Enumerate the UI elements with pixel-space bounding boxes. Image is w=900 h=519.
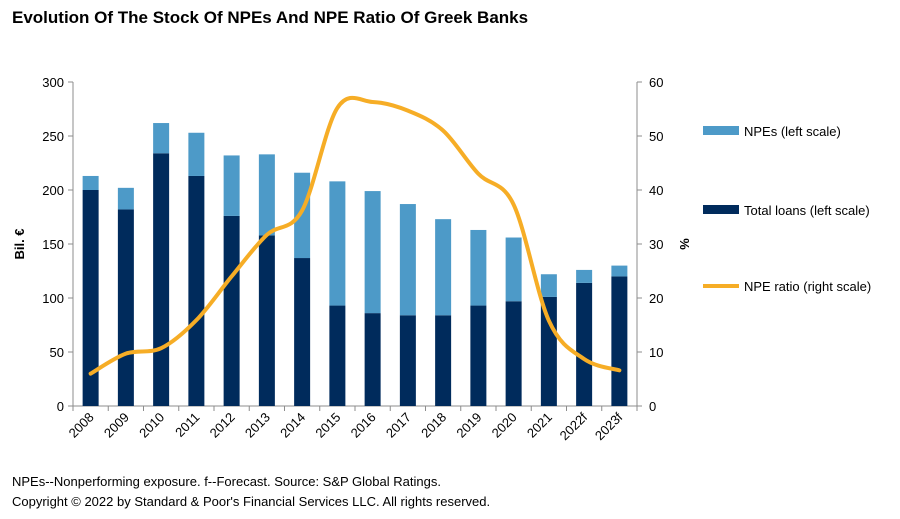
total-loans-bar	[117, 209, 134, 406]
right-tick-label: 10	[649, 345, 663, 360]
x-tick-label: 2023f	[592, 409, 626, 443]
npes-bar	[82, 175, 99, 190]
npes-bar	[576, 269, 593, 283]
x-tick-label: 2008	[66, 410, 97, 441]
right-tick-label: 50	[649, 129, 663, 144]
x-tick-label: 2019	[453, 410, 484, 441]
footnote: NPEs--Nonperforming exposure. f--Forecas…	[12, 474, 441, 489]
total-loans-bar	[188, 175, 205, 406]
npes-bar	[294, 172, 311, 259]
x-tick-label: 2016	[348, 410, 379, 441]
right-tick-label: 40	[649, 183, 663, 198]
x-tick-label: 2021	[524, 410, 555, 441]
npes-bar	[153, 123, 170, 154]
left-tick-label: 300	[42, 75, 64, 90]
legend-label: Total loans (left scale)	[744, 203, 870, 218]
total-loans-bar	[223, 215, 240, 406]
legend-label: NPE ratio (right scale)	[744, 279, 871, 294]
left-tick-label: 100	[42, 291, 64, 306]
legend-npes-swatch	[703, 126, 739, 135]
left-tick-label: 150	[42, 237, 64, 252]
total-loans-bar	[435, 315, 452, 406]
npes-bar	[329, 181, 346, 306]
left-tick-label: 50	[50, 345, 64, 360]
npes-bar	[399, 204, 416, 316]
copyright-note: Copyright © 2022 by Standard & Poor's Fi…	[12, 494, 491, 509]
x-tick-label: 2010	[136, 410, 167, 441]
total-loans-bar	[294, 258, 311, 406]
right-axis-title: %	[677, 238, 692, 250]
left-axis-title: Bil. €	[12, 228, 27, 259]
x-tick-label: 2018	[418, 410, 449, 441]
total-loans-bar	[540, 296, 557, 406]
npes-bar	[258, 154, 275, 236]
npes-bar	[435, 219, 452, 316]
total-loans-bar	[399, 315, 416, 406]
npe-ratio-line	[88, 95, 622, 376]
x-tick-label: 2009	[101, 410, 132, 441]
left-tick-label: 250	[42, 129, 64, 144]
total-loans-bar	[611, 276, 628, 406]
total-loans-bar	[258, 235, 275, 406]
npes-bar	[505, 237, 522, 302]
legend-loans-swatch	[703, 205, 739, 214]
npes-bar	[188, 132, 205, 176]
chart-title: Evolution Of The Stock Of NPEs And NPE R…	[12, 8, 529, 27]
right-tick-label: 20	[649, 291, 663, 306]
total-loans-bar	[329, 305, 346, 406]
total-loans-bar	[576, 282, 593, 406]
npes-bar	[223, 155, 240, 216]
x-tick-label: 2017	[383, 410, 414, 441]
npes-bar	[540, 274, 557, 297]
x-tick-label: 2014	[277, 410, 308, 441]
total-loans-bar	[153, 153, 170, 406]
right-tick-label: 60	[649, 75, 663, 90]
x-tick-label: 2020	[489, 410, 520, 441]
x-tick-label: 2022f	[557, 409, 591, 443]
npes-bar	[611, 265, 628, 277]
right-tick-label: 30	[649, 237, 663, 252]
x-tick-label: 2013	[242, 410, 273, 441]
total-loans-bar	[505, 301, 522, 406]
x-tick-label: 2015	[312, 410, 343, 441]
left-tick-label: 0	[57, 399, 64, 414]
npes-bar	[117, 187, 134, 210]
x-tick-label: 2012	[207, 410, 238, 441]
npes-bar	[364, 191, 381, 314]
total-loans-bar	[82, 190, 99, 406]
total-loans-bar	[470, 305, 487, 406]
right-tick-label: 0	[649, 399, 656, 414]
left-tick-label: 200	[42, 183, 64, 198]
legend-label: NPEs (left scale)	[744, 124, 841, 139]
total-loans-bar	[364, 313, 381, 406]
x-tick-label: 2011	[172, 410, 202, 440]
npes-bar	[470, 229, 487, 306]
